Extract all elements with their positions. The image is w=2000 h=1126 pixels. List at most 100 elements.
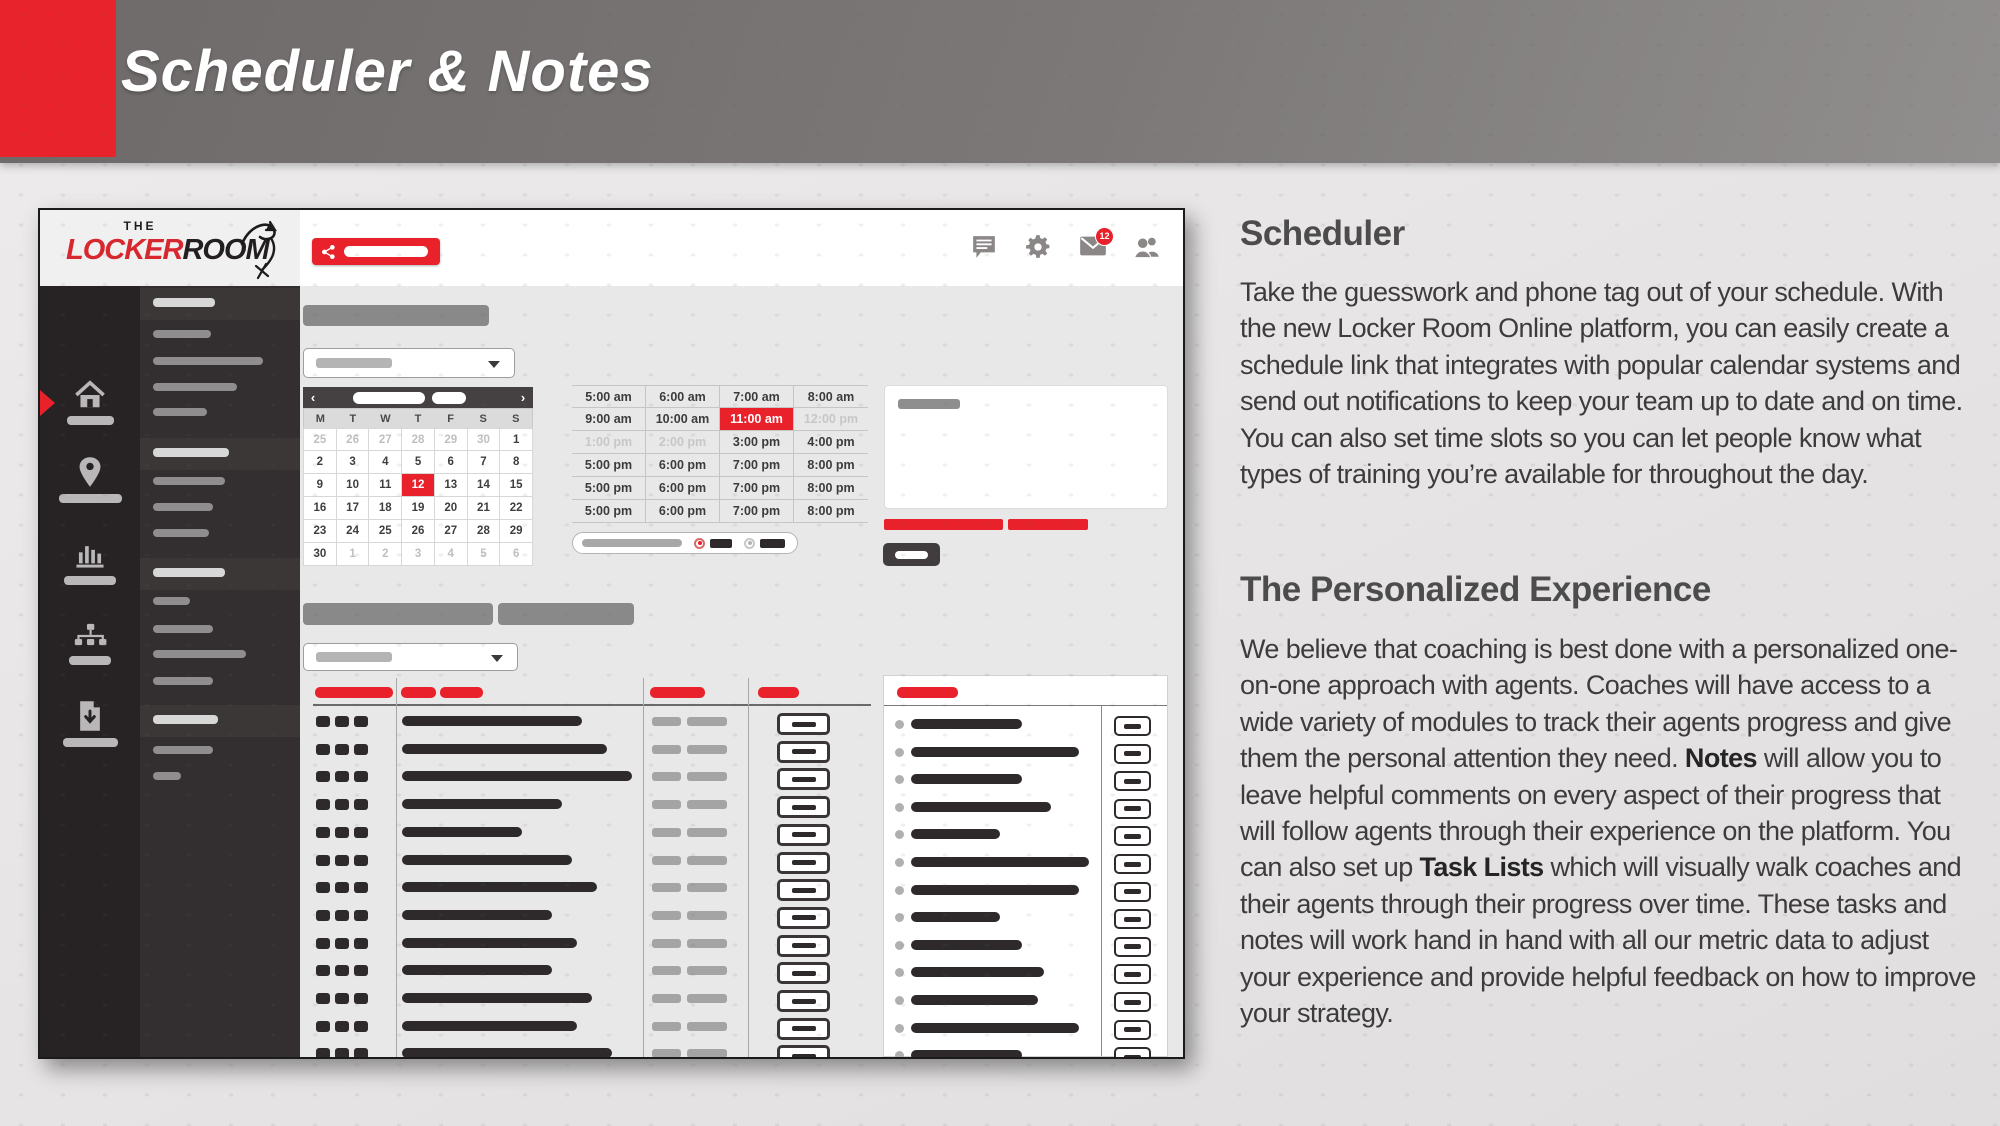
share-button[interactable] bbox=[312, 238, 440, 265]
calendar-day[interactable]: 29 bbox=[500, 520, 534, 543]
cancel-button-placeholder[interactable] bbox=[1008, 519, 1088, 530]
task-action-button[interactable] bbox=[777, 1017, 830, 1040]
tab-tasks[interactable] bbox=[303, 603, 493, 625]
note-action-button[interactable] bbox=[1114, 771, 1151, 792]
time-slot[interactable]: 8:00 pm bbox=[794, 454, 868, 477]
calendar-day[interactable]: 4 bbox=[369, 451, 403, 474]
calendar-day[interactable]: 26 bbox=[402, 520, 435, 543]
task-action-button[interactable] bbox=[777, 796, 830, 819]
sidebar-item-locations[interactable] bbox=[40, 456, 140, 503]
time-slot[interactable]: 8:00 pm bbox=[794, 500, 868, 523]
task-action-button[interactable] bbox=[777, 934, 830, 957]
task-row[interactable] bbox=[302, 713, 872, 735]
calendar-day[interactable]: 4 bbox=[434, 543, 468, 566]
calendar-day[interactable]: 23 bbox=[303, 520, 337, 543]
sidebar-menu-item[interactable] bbox=[153, 448, 229, 457]
calendar-day[interactable]: 28 bbox=[467, 520, 501, 543]
calendar-day[interactable]: 29 bbox=[434, 428, 468, 451]
calendar-prev-button[interactable]: ‹ bbox=[310, 390, 316, 405]
task-action-button[interactable] bbox=[777, 962, 830, 985]
note-row[interactable] bbox=[884, 798, 1167, 819]
task-action-button[interactable] bbox=[777, 1045, 830, 1057]
calendar-day[interactable]: 2 bbox=[303, 451, 337, 474]
calendar-day[interactable]: 30 bbox=[303, 543, 337, 566]
sidebar-menu-item[interactable] bbox=[153, 477, 225, 485]
sidebar-menu-item[interactable] bbox=[153, 503, 213, 511]
task-row[interactable] bbox=[302, 990, 872, 1012]
note-action-button[interactable] bbox=[1114, 936, 1151, 957]
sidebar-item-downloads[interactable] bbox=[40, 700, 140, 747]
note-row[interactable] bbox=[884, 771, 1167, 792]
calendar-day[interactable]: 10 bbox=[336, 474, 370, 497]
calendar-day[interactable]: 25 bbox=[369, 520, 403, 543]
task-row[interactable] bbox=[302, 768, 872, 791]
calendar-day[interactable]: 3 bbox=[402, 543, 435, 566]
note-row[interactable] bbox=[884, 743, 1167, 764]
task-action-button[interactable] bbox=[777, 713, 830, 735]
time-slot[interactable]: 5:00 am bbox=[572, 385, 646, 408]
task-action-button[interactable] bbox=[777, 768, 830, 791]
secondary-button[interactable] bbox=[883, 543, 940, 566]
calendar-day[interactable]: 8 bbox=[500, 451, 534, 474]
radio-selected[interactable] bbox=[694, 537, 705, 549]
time-slot[interactable]: 6:00 pm bbox=[646, 500, 720, 523]
calendar-day[interactable]: 6 bbox=[434, 451, 468, 474]
note-action-button[interactable] bbox=[1114, 964, 1151, 985]
time-slot[interactable]: 4:00 pm bbox=[794, 431, 868, 454]
filter-dropdown[interactable] bbox=[303, 643, 518, 671]
schedule-type-dropdown[interactable] bbox=[303, 348, 515, 378]
save-button-placeholder[interactable] bbox=[884, 519, 1003, 530]
sidebar-menu-item[interactable] bbox=[153, 383, 237, 391]
sidebar-item-stats[interactable] bbox=[40, 542, 140, 585]
sidebar-menu-item[interactable] bbox=[153, 529, 209, 537]
task-row[interactable] bbox=[302, 851, 872, 874]
task-row[interactable] bbox=[302, 1017, 872, 1040]
time-slot[interactable]: 6:00 am bbox=[646, 385, 720, 408]
chat-icon[interactable] bbox=[971, 234, 999, 262]
note-action-button[interactable] bbox=[1114, 1019, 1151, 1040]
users-icon[interactable] bbox=[1133, 234, 1161, 262]
note-action-button[interactable] bbox=[1114, 992, 1151, 1012]
mail-icon[interactable]: 12 bbox=[1079, 227, 1114, 262]
time-slot[interactable]: 11:00 am bbox=[720, 408, 794, 431]
time-slot[interactable]: 12:00 pm bbox=[794, 408, 868, 431]
sidebar-menu-item[interactable] bbox=[153, 772, 181, 780]
task-action-button[interactable] bbox=[777, 906, 830, 929]
task-row[interactable] bbox=[302, 823, 872, 846]
calendar-day[interactable]: 25 bbox=[303, 428, 337, 451]
sidebar-menu-item[interactable] bbox=[153, 330, 211, 338]
calendar-day[interactable]: 1 bbox=[500, 428, 534, 451]
calendar-day[interactable]: 15 bbox=[500, 474, 534, 497]
sidebar-menu-item[interactable] bbox=[153, 625, 213, 633]
calendar-day[interactable]: 11 bbox=[369, 474, 403, 497]
calendar-day[interactable]: 20 bbox=[434, 497, 468, 520]
calendar-day[interactable]: 1 bbox=[336, 543, 370, 566]
time-slot[interactable]: 10:00 am bbox=[646, 408, 720, 431]
time-slot[interactable]: 2:00 pm bbox=[646, 431, 720, 454]
sidebar-menu-item[interactable] bbox=[153, 408, 207, 416]
note-row[interactable] bbox=[884, 854, 1167, 874]
calendar-day[interactable]: 16 bbox=[303, 497, 337, 520]
time-slot[interactable]: 5:00 pm bbox=[572, 477, 646, 500]
task-row[interactable] bbox=[302, 934, 872, 957]
sidebar-menu-item[interactable] bbox=[153, 715, 218, 724]
time-slot[interactable]: 5:00 pm bbox=[572, 500, 646, 523]
calendar-day[interactable]: 27 bbox=[369, 428, 403, 451]
time-slot[interactable]: 8:00 am bbox=[794, 385, 868, 408]
calendar-day[interactable]: 13 bbox=[434, 474, 468, 497]
note-action-button[interactable] bbox=[1114, 716, 1151, 736]
note-row[interactable] bbox=[884, 881, 1167, 902]
sidebar-menu-item[interactable] bbox=[153, 568, 225, 577]
calendar-day[interactable]: 3 bbox=[336, 451, 370, 474]
time-slot[interactable]: 5:00 pm bbox=[572, 454, 646, 477]
calendar-day[interactable]: 6 bbox=[500, 543, 534, 566]
sidebar-menu-item[interactable] bbox=[153, 597, 190, 605]
task-action-button[interactable] bbox=[777, 879, 830, 902]
note-row[interactable] bbox=[884, 936, 1167, 957]
sidebar-menu-item[interactable] bbox=[153, 650, 246, 658]
sidebar-menu-item[interactable] bbox=[153, 357, 263, 365]
tab-notes[interactable] bbox=[498, 603, 634, 625]
time-slot[interactable]: 3:00 pm bbox=[720, 431, 794, 454]
time-slot[interactable]: 1:00 pm bbox=[572, 431, 646, 454]
calendar-day[interactable]: 19 bbox=[402, 497, 435, 520]
